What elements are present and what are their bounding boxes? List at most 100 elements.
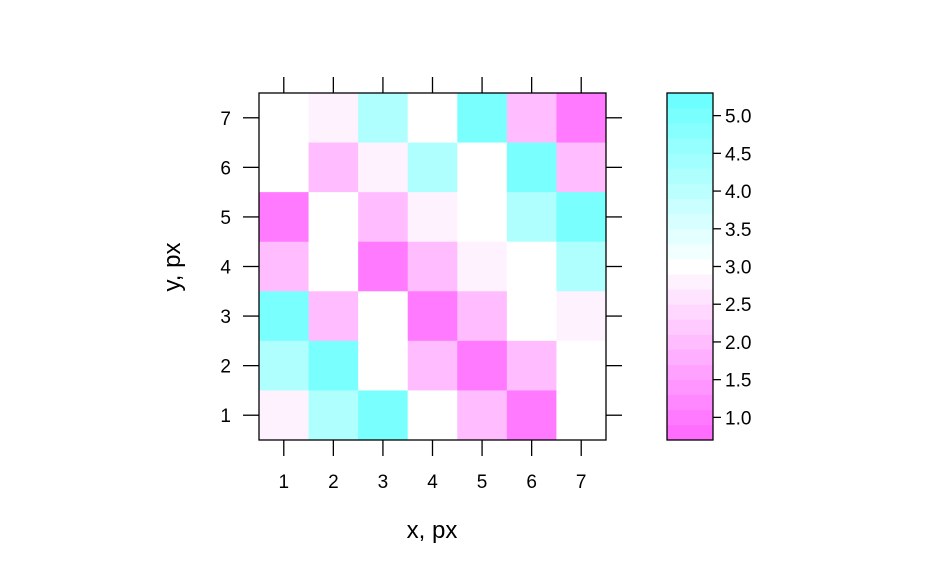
heatmap-cell bbox=[506, 241, 557, 292]
heatmap-cells bbox=[259, 93, 607, 441]
heatmap-cell bbox=[457, 241, 508, 292]
heatmap-cell bbox=[308, 291, 359, 342]
heatmap-cell bbox=[457, 390, 508, 441]
colorbar-band bbox=[667, 349, 713, 365]
colorbar-band bbox=[667, 289, 713, 305]
heatmap-cell bbox=[556, 390, 607, 441]
x-tick-label: 1 bbox=[278, 472, 289, 493]
heatmap-cell bbox=[308, 142, 359, 193]
heatmap-cell bbox=[308, 192, 359, 243]
colorbar-band bbox=[667, 304, 713, 320]
x-tick-label: 5 bbox=[477, 472, 488, 493]
heatmap-cell bbox=[407, 241, 458, 292]
heatmap-cell bbox=[506, 291, 557, 342]
colorbar-band bbox=[667, 123, 713, 139]
heatmap-cell bbox=[308, 93, 359, 143]
colorbar-tick-label: 2.0 bbox=[725, 333, 751, 354]
heatmap-cell bbox=[457, 192, 508, 243]
heatmap-cell bbox=[358, 291, 409, 342]
heatmap-cell bbox=[259, 192, 309, 243]
x-tick-label: 7 bbox=[576, 472, 587, 493]
colorbar: 1.0 1.5 2.0 2.5 3.0 3.5 4.0 4.5 5.0 bbox=[666, 92, 751, 441]
heatmap-cell bbox=[308, 241, 359, 292]
heatmap-cell bbox=[407, 340, 458, 391]
colorbar-band bbox=[667, 228, 713, 245]
heatmap-cell bbox=[259, 142, 309, 193]
heatmap-cell bbox=[407, 192, 458, 243]
colorbar-band bbox=[667, 334, 713, 350]
colorbar-band bbox=[667, 138, 713, 154]
y-tick-label: 2 bbox=[220, 357, 231, 378]
y-tick-label: 1 bbox=[220, 406, 231, 427]
heatmap-cell bbox=[556, 142, 607, 193]
heatmap-cell bbox=[259, 340, 309, 391]
colorbar-band bbox=[667, 424, 713, 441]
heatmap-cell bbox=[506, 142, 557, 193]
heatmap-cell bbox=[556, 93, 607, 143]
colorbar-band bbox=[667, 108, 713, 124]
colorbar-band bbox=[667, 93, 713, 109]
x-axis-title: x, px bbox=[407, 517, 458, 544]
y-axis-title: y, px bbox=[159, 243, 186, 292]
colorbar-band bbox=[667, 243, 713, 260]
heatmap-cell bbox=[506, 390, 557, 441]
colorbar-tick-label: 4.0 bbox=[725, 182, 751, 203]
heatmap-cell bbox=[358, 241, 409, 292]
heatmap-cell bbox=[259, 93, 309, 143]
y-tick-label: 7 bbox=[220, 109, 231, 130]
colorbar-band bbox=[667, 198, 713, 215]
colorbar-tick-label: 3.5 bbox=[725, 220, 751, 241]
heatmap-cell bbox=[457, 291, 508, 342]
heatmap-cell bbox=[506, 93, 557, 143]
heatmap-cell bbox=[308, 390, 359, 441]
colorbar-tick-label: 5.0 bbox=[725, 107, 751, 128]
heatmap-cell bbox=[407, 93, 458, 143]
x-tick-label: 4 bbox=[427, 472, 438, 493]
y-tick-label: 3 bbox=[220, 307, 231, 328]
axis-ticks: 1 2 3 4 5 6 7 1 2 3 4 5 6 7 bbox=[220, 77, 622, 493]
heatmap-cell bbox=[407, 291, 458, 342]
x-tick-label: 6 bbox=[526, 472, 537, 493]
colorbar-band bbox=[667, 153, 713, 169]
heatmap-cell bbox=[556, 340, 607, 391]
colorbar-band bbox=[667, 258, 713, 275]
x-tick-label: 2 bbox=[328, 472, 339, 493]
heatmap-cell bbox=[358, 192, 409, 243]
colorbar-tick-label: 4.5 bbox=[725, 144, 751, 165]
colorbar-band bbox=[667, 168, 713, 184]
heatmap-cell bbox=[358, 142, 409, 193]
heatmap-cell bbox=[457, 340, 508, 391]
heatmap-cell bbox=[407, 142, 458, 193]
colorbar-band bbox=[667, 364, 713, 381]
heatmap-cell bbox=[556, 192, 607, 243]
heatmap-cell bbox=[556, 241, 607, 292]
heatmap-cell bbox=[358, 340, 409, 391]
heatmap-cell bbox=[259, 241, 309, 292]
colorbar-tick-label: 3.0 bbox=[725, 258, 751, 279]
heatmap-cell bbox=[457, 142, 508, 193]
heatmap-cell bbox=[407, 390, 458, 441]
heatmap-cell bbox=[506, 340, 557, 391]
y-tick-label: 6 bbox=[220, 158, 231, 179]
colorbar-tick-label: 2.5 bbox=[725, 295, 751, 316]
heatmap-cell bbox=[308, 340, 359, 391]
colorbar-band bbox=[667, 274, 713, 290]
colorbar-band bbox=[667, 319, 713, 335]
colorbar-tick-label: 1.0 bbox=[725, 408, 751, 429]
heatmap-cell bbox=[259, 390, 309, 441]
heatmap-cell bbox=[358, 93, 409, 143]
colorbar-band bbox=[667, 409, 713, 426]
heatmap-cell bbox=[506, 192, 557, 243]
heatmap-cell bbox=[556, 291, 607, 342]
colorbar-band bbox=[667, 394, 713, 411]
heatmap-cell bbox=[259, 291, 309, 342]
colorbar-tick-label: 1.5 bbox=[725, 371, 751, 392]
y-tick-label: 4 bbox=[220, 258, 231, 279]
colorbar-band bbox=[667, 379, 713, 396]
heatmap-cell bbox=[457, 93, 508, 143]
colorbar-band bbox=[667, 183, 713, 200]
y-tick-label: 5 bbox=[220, 208, 231, 229]
x-tick-label: 3 bbox=[378, 472, 389, 493]
heatmap-cell bbox=[358, 390, 409, 441]
